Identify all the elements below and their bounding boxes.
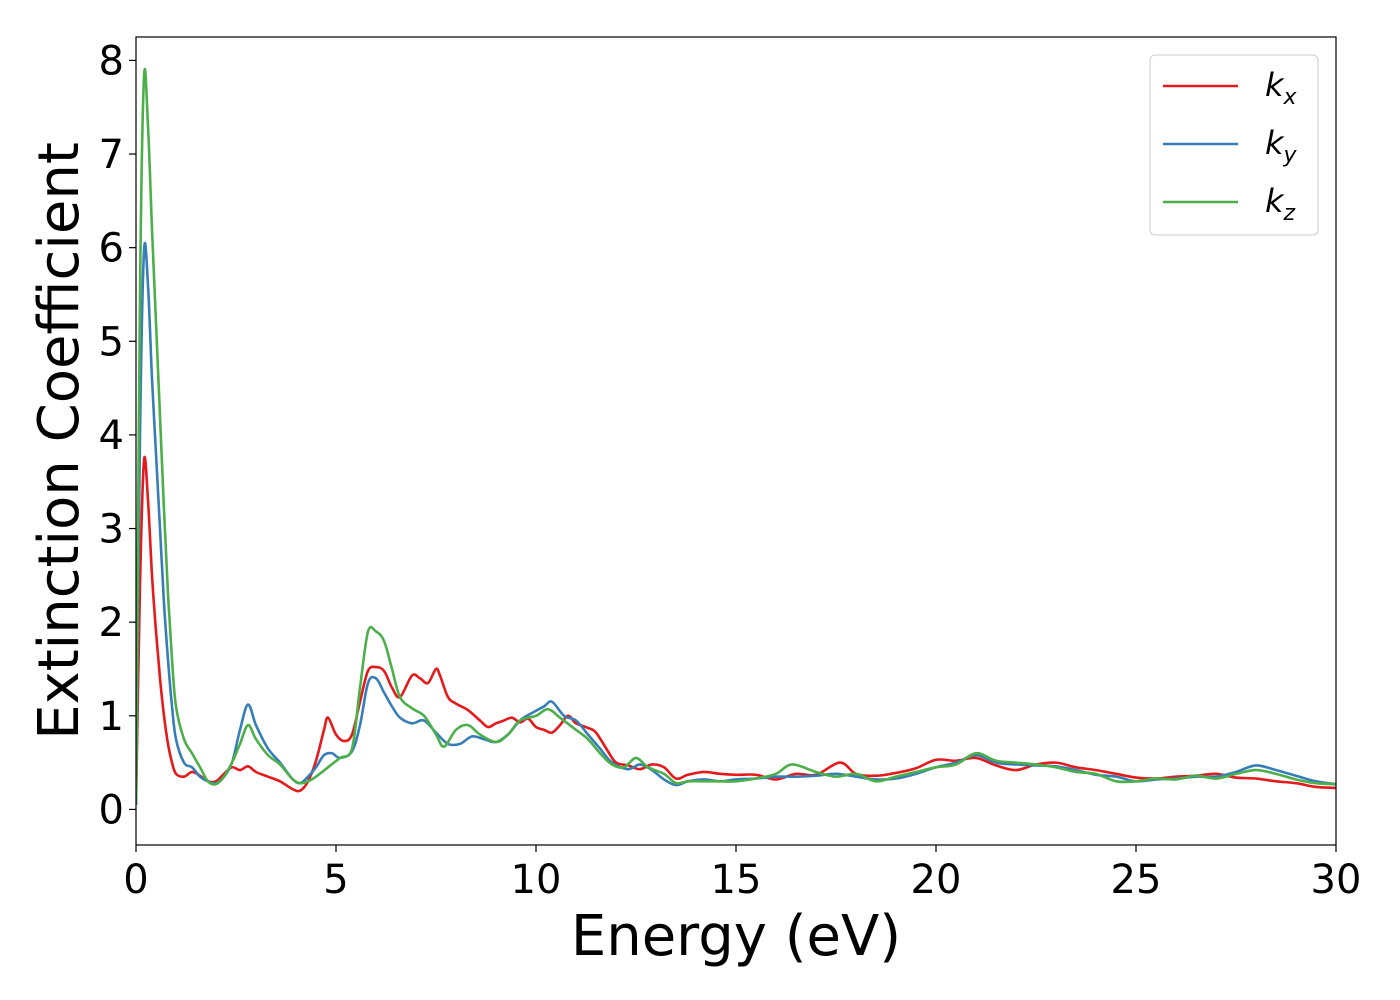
x-tick-label: 0 [123,857,148,903]
y-tick-label: 4 [99,413,124,459]
series-line-x [136,455,1336,805]
legend-label-y: ky [1265,124,1298,168]
series-line-z [136,67,1336,805]
legend-label-main: k [1265,66,1285,104]
y-axis-label: Extinction Coefficient [27,142,92,740]
y-tick-label: 0 [99,787,124,833]
legend-label-main: k [1265,182,1285,220]
y-tick-label: 7 [99,132,124,178]
y-tick-label: 3 [99,507,124,553]
x-tick-label: 5 [323,857,348,903]
legend-label-main: k [1265,124,1285,162]
y-tick-label: 6 [99,226,124,272]
x-tick-label: 15 [711,857,762,903]
legend-label-subscript: z [1283,201,1296,226]
series-layer [136,67,1336,805]
legend-label-subscript: y [1283,143,1298,168]
y-tick-label: 2 [99,600,124,646]
x-tick-label: 30 [1311,857,1362,903]
legend-label-z: kz [1265,182,1296,226]
x-tick-label: 25 [1111,857,1162,903]
legend-label-x: kx [1265,66,1298,110]
x-axis-label: Energy (eV) [571,904,901,969]
y-tick-label: 8 [99,38,124,84]
y-axis-ticks: 0 1 2 3 4 5 6 7 8 [99,38,136,833]
legend-label-subscript: x [1283,85,1298,110]
y-tick-label: 5 [99,319,124,365]
x-axis-ticks: 0 5 10 15 20 25 30 [123,845,1361,903]
x-tick-label: 10 [511,857,562,903]
y-tick-label: 1 [99,694,124,740]
x-tick-label: 20 [911,857,962,903]
